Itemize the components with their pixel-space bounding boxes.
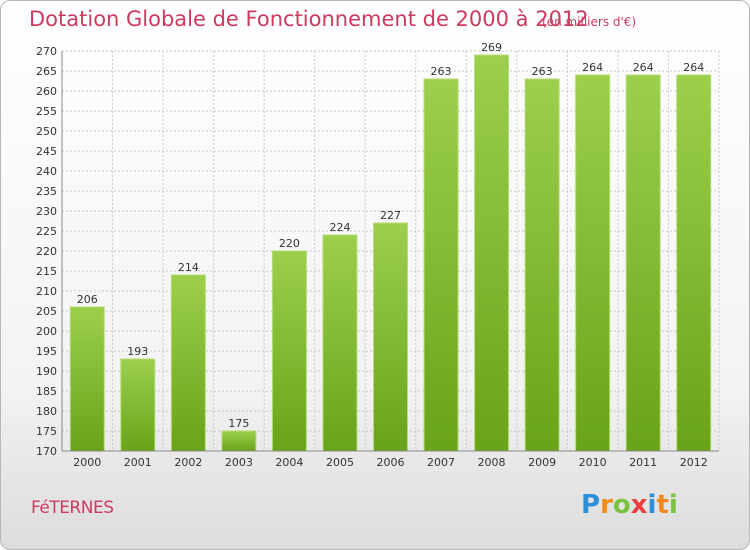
logo-letter: x [630,490,648,520]
y-tick-label: 255 [36,105,57,118]
y-tick-label: 170 [36,445,57,458]
bar-2011 [625,74,661,452]
bar-2005 [322,234,358,452]
data-label: 263 [431,65,452,78]
x-tick-label: 2001 [124,456,152,469]
x-tick-label: 2008 [478,456,506,469]
logo-letter: i [668,490,678,520]
y-tick-label: 180 [36,405,57,418]
data-label: 269 [481,41,502,54]
bar-2009 [524,78,560,452]
bar-2000 [69,306,105,452]
commune-name: FéTERNES [31,498,114,518]
y-tick-label: 270 [36,45,57,58]
y-tick-label: 220 [36,245,57,258]
data-label: 206 [77,293,98,306]
bars [69,54,712,452]
bar-2012 [676,74,712,452]
x-tick-label: 2012 [680,456,708,469]
y-tick-label: 245 [36,145,57,158]
data-label: 264 [683,61,704,74]
x-tick-label: 2005 [326,456,354,469]
y-tick-label: 200 [36,325,57,338]
chart-title: Dotation Globale de Fonctionnement de 20… [29,7,589,31]
x-tick-label: 2006 [377,456,405,469]
bar-2003 [221,430,257,452]
x-tick-label: 2000 [73,456,101,469]
chart-unit: (en milliers d'€) [542,15,637,29]
y-tick-label: 190 [36,365,57,378]
bar-2001 [120,358,156,452]
x-tick-label: 2009 [528,456,556,469]
bar-2008 [474,54,510,452]
y-tick-label: 195 [36,345,57,358]
y-tick-label: 230 [36,205,57,218]
logo-letter: r [600,490,613,520]
data-label: 214 [178,261,199,274]
data-label: 224 [329,221,350,234]
data-label: 263 [532,65,553,78]
logo-letter: t [656,490,669,520]
bar-2007 [423,78,459,452]
y-tick-label: 205 [36,305,57,318]
axes: 170 175 180 185 190 195 200 205 210 215 220 225 230 2… [36,45,719,469]
data-label: 175 [228,417,249,430]
y-tick-label: 260 [36,85,57,98]
data-labels: 206 193 214 175 220 224 227 263 269 263 264 264 264 [77,41,704,430]
logo-letter: P [581,490,601,520]
x-tick-label: 2004 [275,456,303,469]
bar-2010 [575,74,611,452]
data-label: 220 [279,237,300,250]
y-tick-label: 250 [36,125,57,138]
proxiti-logo: Proxiti [581,490,678,520]
data-label: 264 [582,61,603,74]
y-tick-label: 210 [36,285,57,298]
bar-2004 [271,250,307,452]
x-tick-label: 2002 [174,456,202,469]
y-tick-label: 185 [36,385,57,398]
x-tick-label: 2007 [427,456,455,469]
y-tick-label: 215 [36,265,57,278]
y-tick-label: 240 [36,165,57,178]
y-tick-label: 175 [36,425,57,438]
bar-2006 [373,222,408,452]
logo-letter: i [647,490,657,520]
y-tick-label: 265 [36,65,57,78]
x-tick-label: 2011 [629,456,657,469]
data-label: 264 [633,61,654,74]
logo-letter: o [612,490,631,520]
x-tick-label: 2003 [225,456,253,469]
bar-2002 [170,274,206,452]
data-label: 193 [127,345,148,358]
data-label: 227 [380,209,401,222]
y-tick-label: 225 [36,225,57,238]
x-tick-label: 2010 [579,456,607,469]
y-tick-label: 235 [36,185,57,198]
